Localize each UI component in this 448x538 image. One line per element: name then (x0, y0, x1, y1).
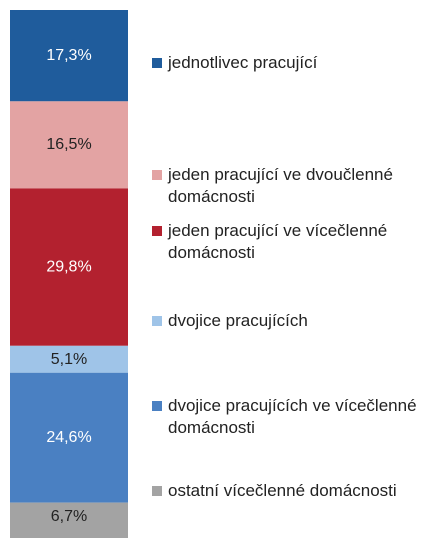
data-label: 5,1% (51, 351, 87, 368)
data-label: 17,3% (46, 47, 91, 64)
bar-segment (10, 372, 128, 503)
data-label: 29,8% (46, 258, 91, 275)
bar-segment (10, 502, 128, 538)
legend-label: dvojice pracujících (168, 311, 308, 330)
legend-label: jeden pracující ve dvoučlenné domácnosti (168, 165, 393, 206)
legend-swatch (152, 226, 162, 236)
legend-item: jeden pracující ve dvoučlenné domácnosti (152, 164, 444, 208)
bar-segment (10, 101, 128, 189)
bar-segment (10, 10, 128, 102)
legend-item: ostatní vícečlenné domácnosti (152, 480, 444, 502)
legend-item: jeden pracující ve vícečlenné domácnosti (152, 220, 444, 264)
data-label: 6,7% (51, 508, 87, 525)
data-label: 16,5% (46, 136, 91, 153)
legend-label: ostatní vícečlenné domácnosti (168, 481, 397, 500)
legend-label: jednotlivec pracující (168, 53, 318, 72)
data-label: 24,6% (46, 429, 91, 446)
bar-segment (10, 345, 128, 373)
legend-swatch (152, 316, 162, 326)
legend-swatch (152, 401, 162, 411)
legend-item: dvojice pracujících (152, 310, 444, 332)
legend-item: jednotlivec pracující (152, 52, 444, 74)
legend-label: jeden pracující ve vícečlenné domácnosti (168, 221, 388, 262)
legend-item: dvojice pracujících ve vícečlenné domácn… (152, 395, 444, 439)
legend-swatch (152, 170, 162, 180)
legend-label: dvojice pracujících ve vícečlenné domácn… (168, 396, 417, 437)
legend-swatch (152, 58, 162, 68)
chart: 17,3% 16,5% 29,8% 5,1% 24,6% 6,7% (10, 10, 128, 538)
bar-segment (10, 188, 128, 346)
legend-swatch (152, 486, 162, 496)
